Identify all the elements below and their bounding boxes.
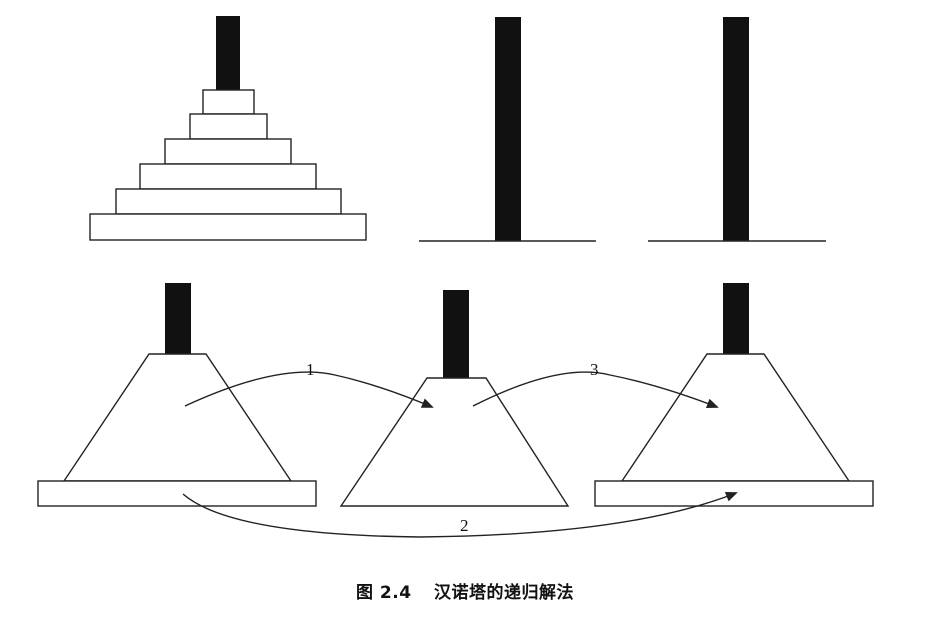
disk-6: [89, 213, 367, 241]
figure-caption: 图 2.4 汉诺塔的递归解法: [0, 578, 930, 603]
largest-disk: [37, 480, 317, 507]
arrow-step-2: [182, 492, 738, 538]
bottom-row: 1 3 2: [37, 283, 874, 538]
disk-1: [202, 89, 255, 115]
figure-number: 图 2.4: [356, 583, 412, 603]
top-peg-b: [419, 17, 596, 242]
disk-4: [139, 163, 317, 190]
n-minus-1-stack-a: [62, 353, 293, 482]
bottom-peg-a-rod: [165, 283, 191, 355]
n-minus-1-stack-b: [339, 377, 570, 507]
peg-c-rod: [723, 17, 749, 241]
arrow-step-3: [472, 371, 719, 409]
peg-b-rod: [495, 17, 521, 241]
disk-2: [189, 113, 268, 140]
step-label-3: 3: [590, 360, 599, 379]
peg-a-rod: [216, 16, 240, 90]
bottom-peg-c-rod: [723, 283, 749, 355]
top-peg-c: [648, 17, 826, 242]
bottom-peg-b: [339, 290, 570, 507]
bottom-peg-b-rod: [443, 290, 469, 379]
disk-5: [115, 188, 342, 215]
top-row: [89, 16, 826, 242]
step-label-2: 2: [460, 516, 469, 535]
top-peg-a: [89, 16, 367, 241]
n-minus-1-stack-c: [620, 353, 851, 482]
arrow-step-1: [184, 371, 434, 408]
step-label-1: 1: [306, 360, 315, 379]
bottom-peg-a: [37, 283, 317, 507]
figure-title: 汉诺塔的递归解法: [433, 583, 574, 603]
bottom-peg-c: [594, 283, 874, 507]
disk-3: [164, 138, 292, 165]
